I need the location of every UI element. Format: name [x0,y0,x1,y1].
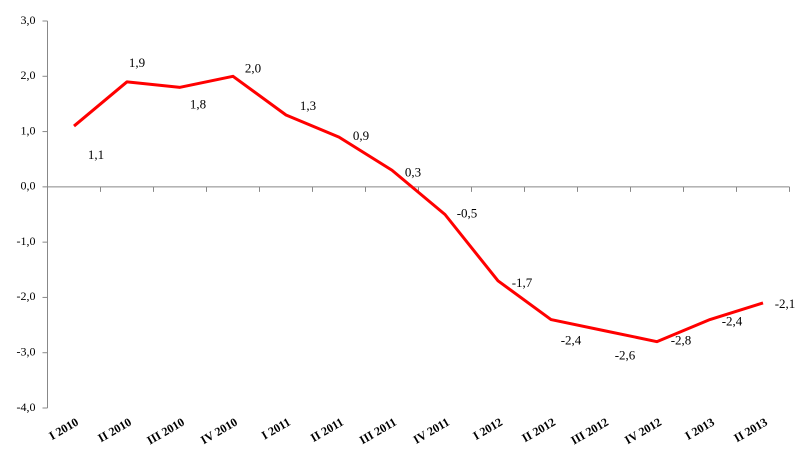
y-tick-label: 2,0 [21,68,36,82]
data-label: -1,7 [512,275,533,290]
data-label: 1,8 [190,96,206,111]
y-tick-label: -3,0 [17,344,36,358]
x-tick-label: II 2011 [308,415,346,445]
data-label: -2,6 [615,348,636,363]
data-label: -0,5 [457,205,478,220]
data-label: 0,9 [353,128,369,143]
x-tick-label: II 2012 [519,415,557,445]
y-tick-label: 3,0 [21,13,36,27]
x-tick-label: IV 2011 [411,415,452,447]
x-tick-label: III 2012 [568,415,611,448]
data-label: -2,1 [775,296,796,311]
data-label: 2,0 [245,60,261,75]
data-label: -2,4 [722,314,743,329]
data-label: 1,9 [129,55,145,70]
x-tick-label: I 2011 [259,415,293,443]
data-label: 0,3 [405,164,421,179]
y-tick-label: 0,0 [21,179,36,193]
x-tick-label: I 2010 [46,415,80,443]
data-label: -2,8 [671,333,692,348]
data-label: 1,1 [88,147,104,162]
y-tick-label: 1,0 [21,123,36,137]
x-tick-label: II 2013 [731,415,769,445]
x-tick-label: IV 2010 [198,415,240,447]
x-tick-label: III 2010 [144,415,187,448]
x-tick-label: IV 2012 [622,415,664,447]
x-tick-label: I 2012 [470,415,504,443]
y-tick-label: -4,0 [17,400,36,414]
x-tick-label: III 2011 [357,415,399,447]
y-tick-label: -1,0 [17,234,36,248]
y-tick-label: -2,0 [17,289,36,303]
x-tick-label: II 2010 [95,415,133,445]
data-label: 1,3 [300,98,316,113]
data-label: -2,4 [561,333,582,348]
data-line [73,74,764,344]
x-tick-label: I 2013 [682,415,716,443]
